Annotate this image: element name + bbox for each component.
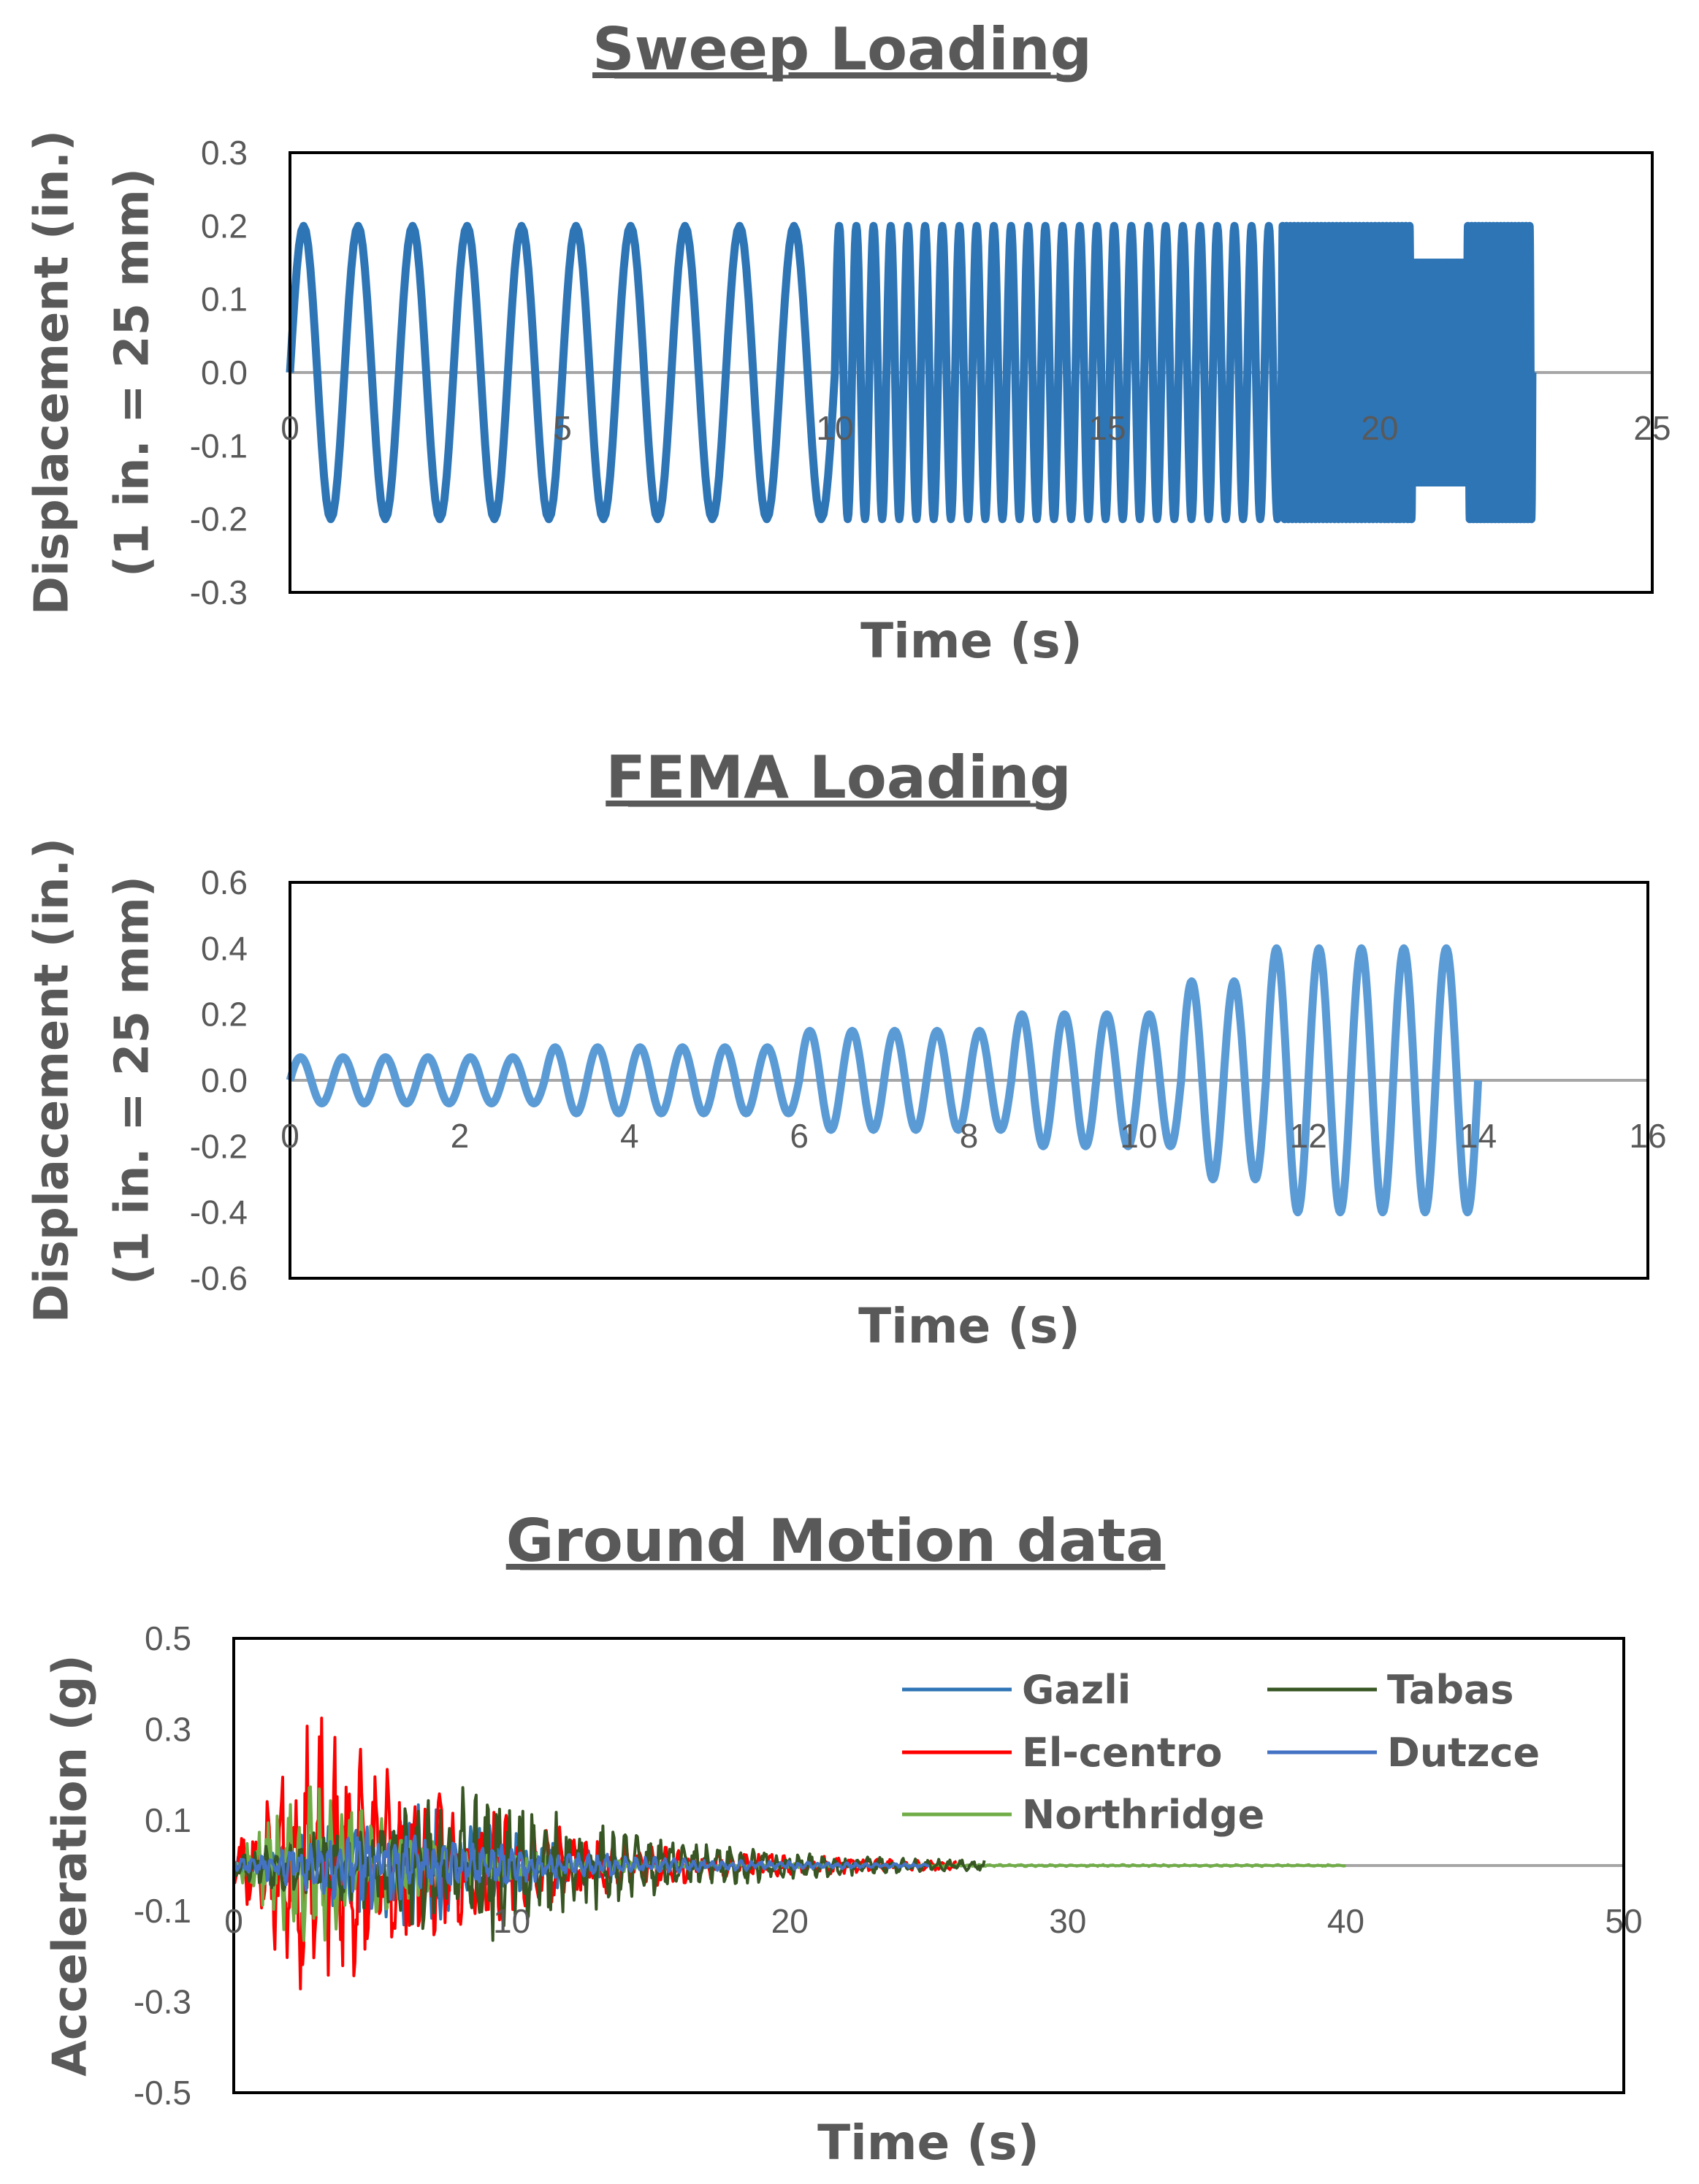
x-tick-label: 10: [1120, 1117, 1157, 1155]
y-tick-label: -0.2: [190, 500, 248, 538]
chart-fema: FEMA Loading 0 2 4 6 8 10 12 14 16 0.6 0.4 0.2 0.0 -0.…: [26, 744, 1667, 1354]
y-tick-label: 0.2: [201, 996, 248, 1034]
y-tick-label: -0.3: [190, 573, 248, 611]
x-tick-label: 2: [451, 1117, 470, 1155]
y-tick-label: -0.3: [134, 1983, 191, 2021]
x-tick-label: 0: [280, 1117, 299, 1155]
x-tick-label: 20: [771, 1902, 809, 1940]
y-tick-label: -0.1: [134, 1892, 191, 1930]
y-tick-label: 0.3: [145, 1710, 191, 1748]
chart-sweep: Sweep Loading 0 5 10 15 20 25 0.3 0.2 0.1 0.0 -0.1 -…: [26, 15, 1671, 669]
x-tick-label: 25: [1633, 409, 1671, 447]
y-tick-label: -0.1: [190, 427, 248, 465]
x-axis-label: Time (s): [817, 2115, 1039, 2171]
legend: Gazli El-centro Northridge Tabas Dutzce: [902, 1667, 1540, 1838]
x-tick-label: 14: [1459, 1117, 1497, 1155]
y-axis-label: (1 in. = 25 mm): [106, 876, 160, 1285]
x-tick-label: 10: [816, 409, 853, 447]
y-tick-label: 0.0: [201, 1061, 248, 1099]
y-tick-label: -0.6: [190, 1259, 248, 1297]
series-group: [286, 221, 1537, 524]
y-axis-label: Acceleration (g): [44, 1654, 98, 2077]
chart-title: Sweep Loading: [592, 15, 1092, 83]
x-tick-label: 10: [493, 1902, 530, 1940]
y-axis-label: (1 in. = 25 mm): [106, 168, 160, 577]
plot-area-frame: [289, 881, 1649, 1280]
legend-label: Gazli: [1022, 1667, 1131, 1713]
y-tick-label: 0.3: [201, 134, 248, 172]
plot-area-frame: [289, 151, 1654, 594]
y-tick-label: -0.2: [190, 1127, 248, 1165]
y-axis-label: Displacement (in.): [26, 838, 80, 1323]
y-tick-label: -0.4: [190, 1194, 248, 1232]
y-tick-label: 0.6: [201, 863, 248, 901]
x-axis-label: Time (s): [858, 1298, 1080, 1354]
legend-label: Dutzce: [1387, 1730, 1540, 1776]
x-tick-label: 5: [553, 409, 572, 447]
legend-label: Northridge: [1022, 1792, 1264, 1838]
y-tick-label: 0.0: [201, 354, 248, 392]
y-tick-label: 0.1: [201, 280, 248, 318]
x-tick-label: 20: [1361, 409, 1398, 447]
series-group: [232, 1717, 1346, 1990]
x-tick-label: 4: [620, 1117, 639, 1155]
legend-label: El-centro: [1022, 1730, 1222, 1776]
chart-title: Ground Motion data: [506, 1507, 1166, 1575]
plot-area-frame: [232, 1637, 1625, 2094]
y-axis-label: Displacement (in.): [26, 130, 80, 615]
x-tick-label: 0: [280, 409, 299, 447]
x-tick-label: 8: [960, 1117, 979, 1155]
chart-ground: Ground Motion data 0 10 20 30 40 50 0.5 0.3 0.1 -0…: [44, 1507, 1643, 2171]
x-tick-label: 15: [1088, 409, 1126, 447]
chart-title: FEMA Loading: [606, 744, 1072, 812]
x-tick-label: 16: [1629, 1117, 1666, 1155]
y-tick-label: 0.4: [201, 929, 248, 967]
legend-label: Tabas: [1387, 1667, 1514, 1713]
series-line-dutzce: [232, 1825, 930, 1910]
series-group: [286, 944, 1483, 1217]
x-tick-label: 12: [1290, 1117, 1327, 1155]
x-tick-label: 50: [1605, 1902, 1642, 1940]
y-tick-label: -0.5: [134, 2074, 191, 2112]
x-tick-label: 6: [790, 1117, 809, 1155]
x-tick-label: 40: [1327, 1902, 1364, 1940]
x-tick-label: 30: [1049, 1902, 1086, 1940]
series-line-sweep: [286, 221, 1537, 524]
series-line-fema: [286, 944, 1483, 1217]
y-tick-label: 0.5: [145, 1619, 191, 1657]
y-tick-label: 0.1: [145, 1801, 191, 1839]
y-tick-label: 0.2: [201, 207, 248, 245]
x-tick-label: 0: [224, 1902, 243, 1940]
x-axis-label: Time (s): [860, 613, 1083, 669]
